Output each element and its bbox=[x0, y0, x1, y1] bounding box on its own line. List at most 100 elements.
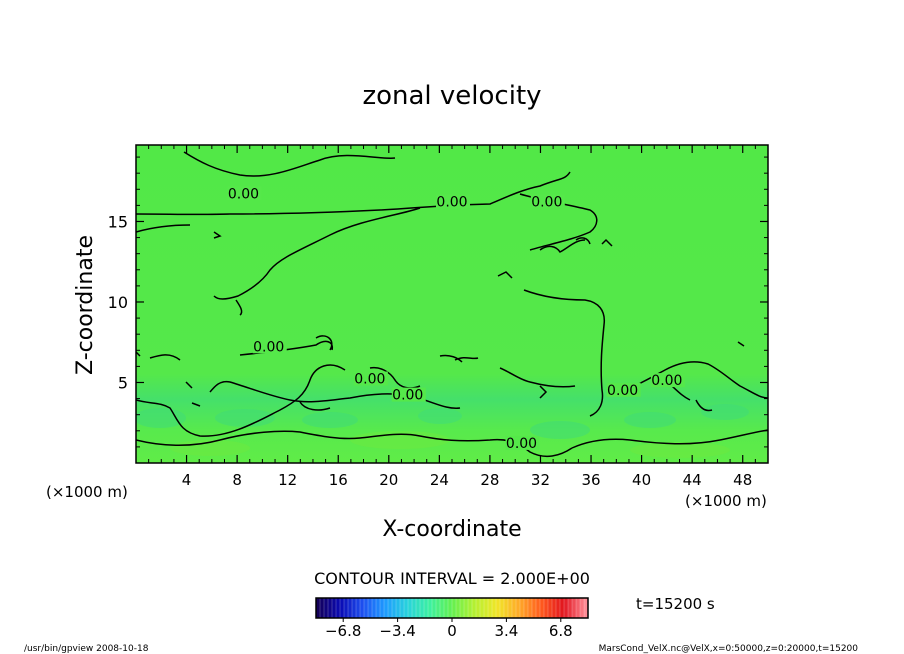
colorbar-strip bbox=[564, 598, 569, 618]
colorbar-strip bbox=[496, 598, 501, 618]
x-tick-label: 32 bbox=[531, 471, 550, 489]
x-tick-label: 48 bbox=[733, 471, 752, 489]
colorbar-strip bbox=[576, 598, 581, 618]
contour-label-bg bbox=[436, 194, 470, 209]
y-axis-ticks: 5 10 15 bbox=[108, 156, 768, 448]
contour-label-bg bbox=[530, 194, 565, 209]
colorbar-strip bbox=[512, 598, 517, 618]
x-tick-label: 12 bbox=[278, 471, 297, 489]
contour-label: 0.00 bbox=[228, 186, 259, 202]
colorbar-strip bbox=[556, 598, 561, 618]
colorbar-strip bbox=[584, 598, 589, 618]
colorbar-strip bbox=[424, 598, 429, 618]
colorbar-tick-label: −6.8 bbox=[325, 622, 361, 640]
colorbar-strip bbox=[580, 598, 585, 618]
x-tick-label: 4 bbox=[182, 471, 192, 489]
contour-lines bbox=[136, 151, 768, 458]
y-tick-label: 10 bbox=[108, 293, 128, 312]
colorbar-strip bbox=[500, 598, 505, 618]
colorbar-strip bbox=[436, 598, 441, 618]
y-tick-label: 15 bbox=[108, 212, 128, 231]
contour-label: 0.00 bbox=[607, 383, 638, 399]
x-tick-label: 28 bbox=[480, 471, 499, 489]
contour-label: 0.00 bbox=[651, 373, 682, 389]
colorbar-strip bbox=[448, 598, 453, 618]
colorbar-strip bbox=[392, 598, 397, 618]
colorbar-strip bbox=[372, 598, 377, 618]
plot-field: 0.00 0.00 0.00 0.00 0.00 0.00 0.00 0.00 0.00 bbox=[136, 145, 768, 463]
colorbar-strip bbox=[516, 598, 521, 618]
y-axis-title: Z-coordinate bbox=[73, 235, 98, 375]
colorbar-strip bbox=[320, 598, 325, 618]
colorbar-strip bbox=[444, 598, 449, 618]
contour-label: 0.00 bbox=[354, 371, 385, 387]
colorbar-strip bbox=[452, 598, 457, 618]
colorbar-strip bbox=[388, 598, 393, 618]
contour-label-bg bbox=[227, 186, 262, 201]
colorbar-strip bbox=[544, 598, 549, 618]
contour-label-bg bbox=[353, 371, 388, 386]
footer-left: /usr/bin/gpview 2008-10-18 bbox=[24, 644, 149, 654]
contour-label: 0.00 bbox=[392, 388, 423, 404]
colorbar-strip bbox=[324, 598, 329, 618]
colorbar-strip bbox=[460, 598, 465, 618]
colorbar-strip bbox=[376, 598, 381, 618]
time-label: t=15200 s bbox=[636, 595, 715, 613]
colorbar-strip bbox=[332, 598, 337, 618]
colorbar-strip bbox=[476, 598, 481, 618]
colorbar-strip bbox=[400, 598, 405, 618]
colorbar-strip bbox=[520, 598, 525, 618]
x-tick-label: 44 bbox=[683, 471, 702, 489]
colorbar-strip bbox=[552, 598, 557, 618]
colorbar-strip bbox=[360, 598, 365, 618]
colorbar-strip bbox=[504, 598, 509, 618]
contour-label: 0.00 bbox=[506, 436, 537, 452]
y-tick-label: 5 bbox=[118, 373, 128, 392]
footer-right: MarsCond_VelX.nc@VelX,x=0:50000,z=0:2000… bbox=[599, 644, 859, 654]
contour-label-layer: 0.00 0.00 0.00 0.00 0.00 0.00 0.00 0.00 0.00 bbox=[227, 186, 685, 452]
contour-label-bg bbox=[606, 382, 641, 397]
chart-title: zonal velocity bbox=[362, 81, 541, 111]
colorbar-strip bbox=[532, 598, 537, 618]
colorbar-strip bbox=[352, 598, 357, 618]
colorbar-strip bbox=[540, 598, 545, 618]
colorbar-strip bbox=[380, 598, 385, 618]
colorbar-strip bbox=[456, 598, 461, 618]
contour-interval: CONTOUR INTERVAL = 2.000E+00 bbox=[314, 569, 590, 588]
x-tick-label: 8 bbox=[232, 471, 242, 489]
x-tick-label: 24 bbox=[430, 471, 449, 489]
colorbar-strip bbox=[508, 598, 513, 618]
colorbar-strip bbox=[364, 598, 369, 618]
colorbar-strip bbox=[340, 598, 345, 618]
colorbar-strip bbox=[404, 598, 409, 618]
colorbar-strip bbox=[524, 598, 529, 618]
x-tick-label: 40 bbox=[632, 471, 651, 489]
colorbar-strip bbox=[396, 598, 401, 618]
colorbar-tick-label: 6.8 bbox=[549, 622, 573, 640]
contour-label-bg bbox=[650, 373, 685, 388]
colorbar-strip bbox=[472, 598, 477, 618]
colorbar-strip bbox=[328, 598, 333, 618]
y-axis-unit: (×1000 m) bbox=[46, 483, 128, 501]
colorbar-strip bbox=[468, 598, 473, 618]
contour-label-bg bbox=[391, 387, 426, 402]
colorbar-strip bbox=[528, 598, 533, 618]
colorbar-strip bbox=[492, 598, 497, 618]
colorbar-strip bbox=[464, 598, 469, 618]
colorbar-strip bbox=[572, 598, 577, 618]
colorbar-strip bbox=[368, 598, 373, 618]
contour-label: 0.00 bbox=[436, 194, 467, 210]
colorbar-strip bbox=[348, 598, 353, 618]
colorbar-strip bbox=[336, 598, 341, 618]
contour-label-bg bbox=[505, 435, 540, 450]
colorbar-tick-label: 3.4 bbox=[494, 622, 518, 640]
colorbar-tick-label: −3.4 bbox=[379, 622, 415, 640]
colorbar-strip bbox=[568, 598, 573, 618]
colorbar-strip bbox=[416, 598, 421, 618]
x-tick-label: 20 bbox=[379, 471, 398, 489]
colorbar-strip bbox=[344, 598, 349, 618]
colorbar-strip bbox=[548, 598, 553, 618]
colorbar-strip bbox=[484, 598, 489, 618]
colorbar-strip bbox=[560, 598, 565, 618]
